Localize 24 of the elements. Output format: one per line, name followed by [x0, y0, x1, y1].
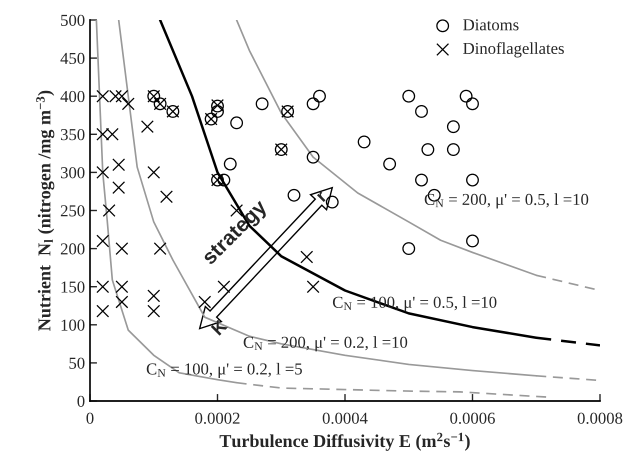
annotation: r [316, 191, 328, 202]
y-tick-label: 300 [60, 167, 85, 178]
x-tick-label: 0.0004 [322, 412, 368, 424]
y-tick-label: 50 [69, 358, 85, 369]
y-tick-label: 350 [60, 129, 85, 140]
y-tick-label: 100 [62, 320, 85, 331]
x-tick-label: 0.0006 [450, 412, 495, 424]
x-tick-label: 0.0002 [195, 412, 240, 424]
legend-label: Dinoflagellates [463, 42, 564, 58]
y-tick-label: 150 [62, 281, 85, 293]
annotation: C$_{N}$ = 100, μ' = 0.2, l =5 [146, 362, 302, 378]
y-tick-label: 0 [77, 396, 85, 407]
y-tick-label: 500 [61, 14, 85, 26]
x-tick-label: 0 [86, 412, 94, 424]
annotation: K [210, 318, 228, 336]
y-axis-title: Nutrient N$_{l}$ (nitrogen /mg m$^{−3}$) [36, 90, 54, 331]
y-tick-label: 450 [60, 52, 85, 64]
legend-label: Diatoms [463, 19, 519, 30]
x-axis-title: Turbulence Diffusivity E (m$^{2}$s$^{−1}$) [220, 432, 470, 451]
y-tick-label: 250 [60, 205, 85, 216]
y-tick-label: 400 [60, 90, 85, 102]
x-tick-label: 0.0008 [578, 412, 622, 424]
y-tick-label: 200 [60, 243, 85, 255]
annotation: C$_{N}$ = 200, μ' = 0.2, l =10 [244, 336, 408, 352]
